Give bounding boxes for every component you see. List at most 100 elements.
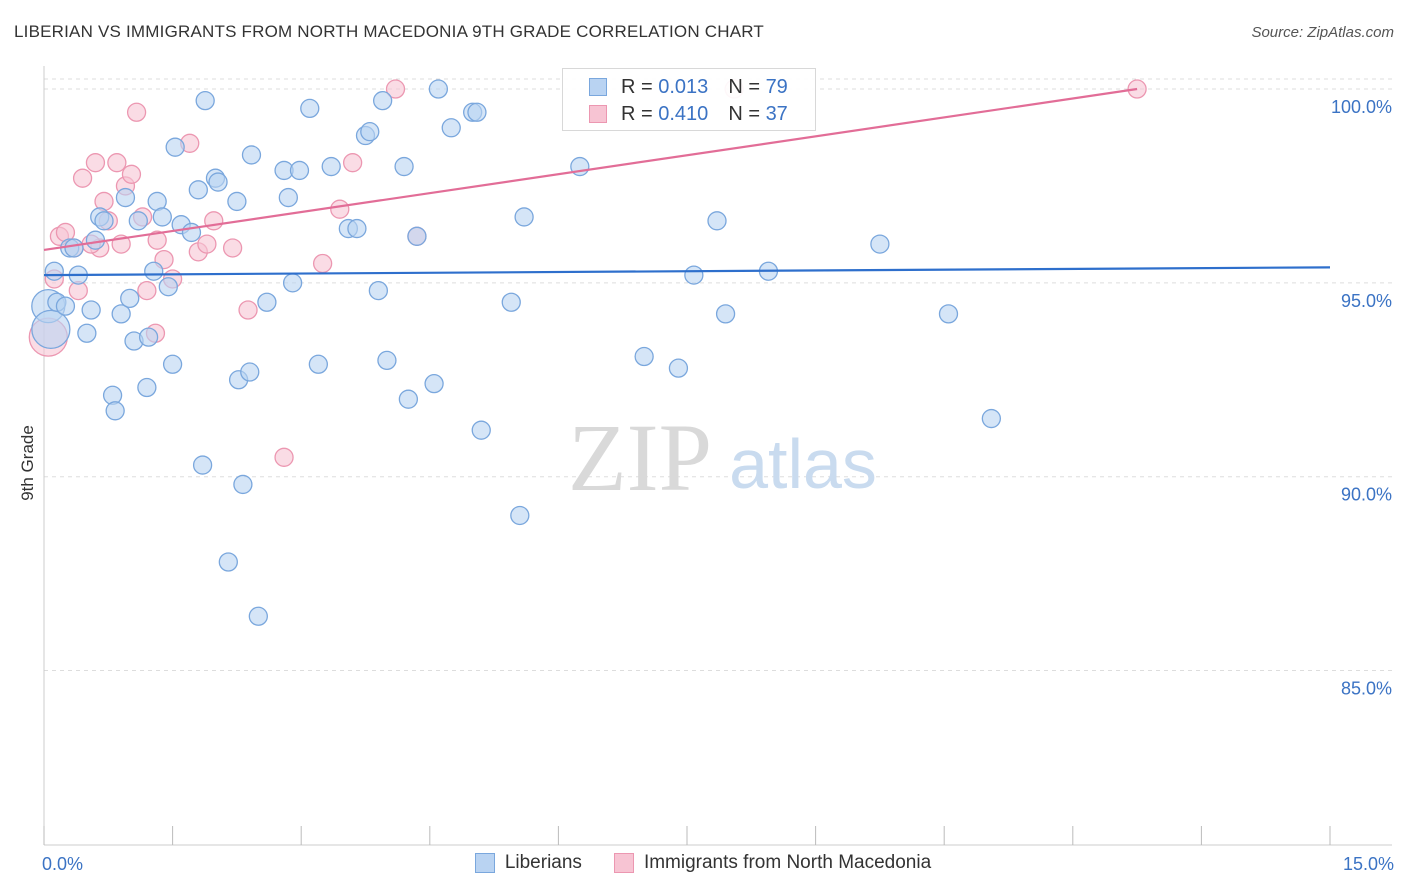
- north-macedonia-point: [107, 153, 127, 173]
- trend-lines: [43, 87, 1331, 277]
- liberians-point: [428, 79, 449, 99]
- liberians-point: [407, 226, 427, 246]
- north-macedonia-point: [197, 234, 217, 254]
- legend-n-value-north-macedonia: 37: [765, 102, 788, 125]
- north-macedonia-point: [385, 79, 406, 99]
- y-tick-label: 95.0%: [1341, 291, 1392, 311]
- liberians-point: [152, 207, 172, 227]
- liberians-point: [55, 296, 76, 316]
- legend-label-liberians: Liberians: [504, 852, 582, 873]
- y-tick-label: 90.0%: [1341, 485, 1392, 505]
- liberians-point: [162, 354, 183, 374]
- watermark-zip: ZIP: [568, 404, 712, 511]
- liberians-point: [158, 277, 178, 297]
- liberians-point: [510, 505, 530, 526]
- liberians-point: [144, 261, 164, 281]
- source-note: Source: ZipAtlas.com: [1251, 24, 1394, 41]
- legend-n-label: N =: [728, 102, 760, 125]
- legend-swatch-pink: [589, 105, 607, 123]
- series-legend: Liberians Immigrants from North Macedoni…: [0, 852, 1406, 874]
- liberians-point: [372, 90, 393, 111]
- liberians-point: [227, 191, 247, 212]
- y-axis-label: 9th Grade: [18, 425, 37, 501]
- liberians-point: [257, 292, 277, 312]
- liberians-point: [360, 122, 380, 142]
- liberians-point: [634, 346, 654, 367]
- liberians-point: [514, 207, 534, 227]
- liberians-point: [981, 408, 1002, 429]
- legend-r-label: R =: [621, 102, 653, 125]
- legend-label-north-macedonia: Immigrants from North Macedonia: [643, 852, 932, 873]
- legend-n-value-liberians: 79: [765, 75, 788, 98]
- liberians-point: [707, 211, 727, 231]
- liberians-point: [233, 474, 253, 495]
- watermark: ZIP atlas: [568, 404, 877, 511]
- liberians-point: [938, 304, 959, 324]
- axis-layer: 85.0% 90.0% 95.0% 100.0% 0.0% 15.0%: [42, 66, 1394, 874]
- legend-r-value-north-macedonia: 0.410: [658, 102, 709, 125]
- liberians-point: [94, 211, 114, 231]
- liberians-point: [278, 187, 298, 208]
- liberians-point: [81, 300, 101, 320]
- liberians-point: [188, 180, 208, 200]
- legend-n-label: N =: [728, 75, 760, 98]
- liberians-point: [208, 172, 228, 192]
- legend-r-label: R =: [621, 75, 653, 98]
- liberians-point: [368, 280, 389, 301]
- liberians-point: [321, 156, 341, 177]
- y-tick-label: 85.0%: [1341, 679, 1392, 699]
- north-macedonia-point: [85, 153, 106, 173]
- liberians-point: [308, 354, 328, 374]
- liberians-point: [424, 374, 444, 394]
- liberians-point: [218, 552, 238, 572]
- north-macedonia-point: [222, 238, 243, 258]
- liberians-point: [282, 273, 303, 293]
- north-macedonia-point: [137, 280, 157, 301]
- liberians-point: [870, 234, 890, 254]
- liberians-point: [300, 98, 320, 119]
- liberians-point: [347, 218, 367, 239]
- north-macedonia-point: [238, 300, 258, 320]
- legend-item-north-macedonia[interactable]: Immigrants from North Macedonia: [613, 852, 932, 874]
- liberians-point: [398, 389, 419, 409]
- legend-r-value-liberians: 0.013: [658, 75, 709, 98]
- legend-item-liberians[interactable]: Liberians: [474, 852, 582, 874]
- liberians-point: [192, 455, 213, 475]
- liberians-point: [137, 377, 157, 398]
- liberians-point: [120, 288, 140, 309]
- liberians-point: [289, 160, 310, 181]
- liberians-point: [115, 187, 136, 208]
- north-macedonia-point: [204, 211, 224, 231]
- liberians-point: [377, 350, 397, 371]
- liberians-point: [684, 265, 704, 285]
- north-macedonia-point: [312, 253, 333, 274]
- legend-row-liberians: R = 0.013 N = 79: [589, 76, 788, 98]
- correlation-legend: R = 0.013 N = 79 R = 0.410 N = 37: [562, 68, 816, 131]
- x-tick-label: 0.0%: [42, 854, 83, 874]
- liberians-point: [715, 304, 736, 324]
- chart-title: LIBERIAN VS IMMIGRANTS FROM NORTH MACEDO…: [14, 22, 765, 41]
- liberians-point: [85, 230, 106, 250]
- liberians-point: [248, 606, 268, 626]
- liberians-point: [64, 238, 84, 258]
- liberians-point: [165, 137, 185, 157]
- north-macedonia-point: [274, 447, 294, 467]
- liberians-trend-line: [43, 266, 1331, 277]
- liberians-point: [181, 222, 202, 243]
- north-macedonia-point: [330, 199, 350, 219]
- liberians-point: [467, 102, 487, 122]
- north-macedonia-point: [72, 168, 93, 188]
- liberians-point: [111, 304, 131, 324]
- liberians-point: [471, 420, 491, 440]
- liberians-point: [240, 362, 260, 382]
- liberians-point: [128, 211, 148, 231]
- liberians-point: [241, 145, 262, 165]
- liberians-point: [31, 309, 71, 350]
- north-macedonia-point: [147, 230, 167, 250]
- liberians-point: [441, 118, 461, 138]
- north-macedonia-point: [342, 153, 363, 173]
- north-macedonia-point: [126, 102, 147, 122]
- liberians-point: [501, 292, 521, 312]
- legend-swatch-blue: [589, 78, 607, 96]
